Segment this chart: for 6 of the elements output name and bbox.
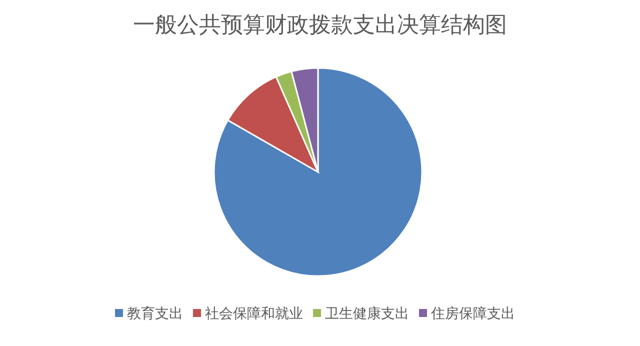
legend-label: 教育支出 <box>127 305 183 322</box>
legend-label: 社会保障和就业 <box>205 306 303 322</box>
chart-title: 一般公共预算财政拨款支出决算结构图 <box>133 13 507 38</box>
legend-label: 住房保障支出 <box>430 306 515 322</box>
legend-label: 卫生健康支出 <box>325 306 409 322</box>
pie-slice <box>213 67 423 277</box>
